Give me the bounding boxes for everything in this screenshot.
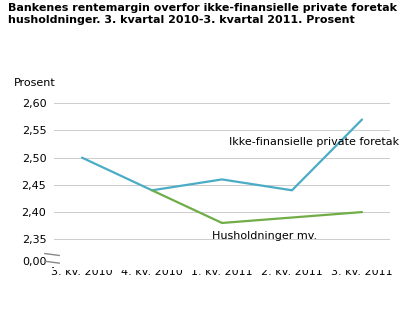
Text: Ikke-finansielle private foretak: Ikke-finansielle private foretak — [229, 137, 399, 148]
Text: Bankenes rentemargin overfor ikke-finansielle private foretak og
husholdninger. : Bankenes rentemargin overfor ikke-finans… — [8, 3, 400, 25]
Text: Husholdninger mv.: Husholdninger mv. — [212, 231, 317, 241]
Text: Prosent: Prosent — [14, 78, 56, 88]
